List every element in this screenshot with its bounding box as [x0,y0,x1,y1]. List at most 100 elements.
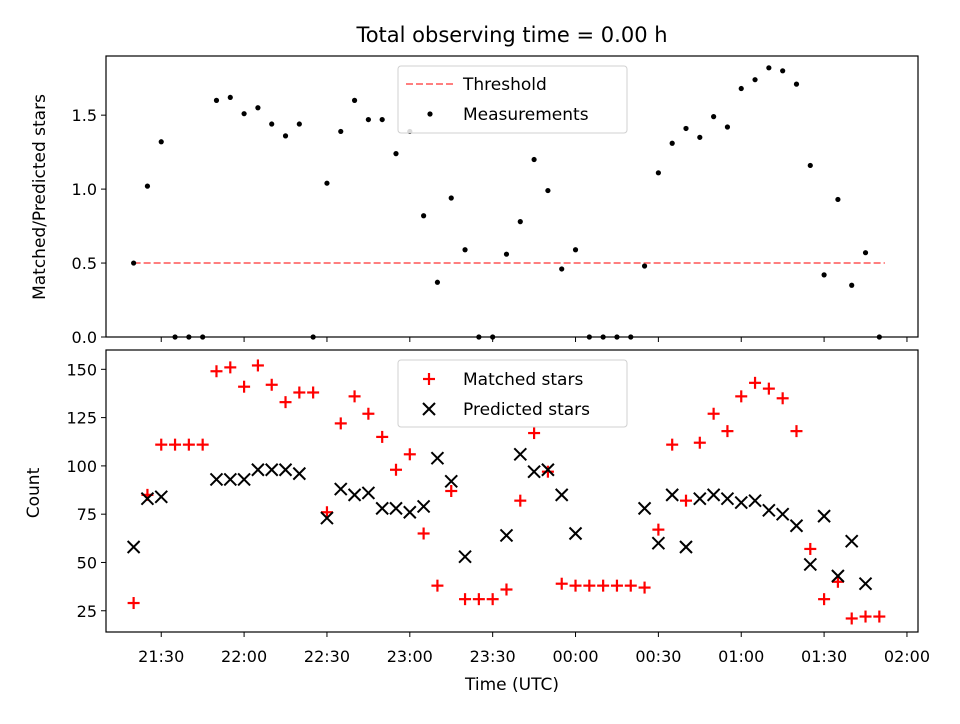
predicted-legend-label: Predicted stars [463,400,590,420]
matched-star-point [721,425,734,438]
predicted-star-point [251,463,265,477]
predicted-star-point [845,534,859,548]
matched-star-point [514,494,527,507]
predicted-star-point [237,472,251,487]
matched-star-point [610,579,623,592]
matched-star-point [749,376,762,389]
measurement-point [697,134,703,140]
measurement-point [282,133,289,139]
measurement-point [351,97,358,103]
predicted-star-point [775,507,790,521]
matched-star-point [196,438,209,451]
ratio-y-tick-label: 0.5 [72,254,97,273]
measurement-point [503,251,510,257]
time-x-tick-label: 22:00 [221,647,267,666]
matched-star-point [804,542,817,555]
measurement-point [572,247,579,253]
matched-star-point [279,396,292,409]
ratio-legend-box [397,65,628,134]
measurement-point [462,247,468,253]
matched-star-point [390,463,402,476]
count-legend: Matched stars Predicted stars [397,359,628,428]
predicted-star-point [541,463,555,477]
measurement-point [158,139,164,145]
measurements-legend-swatch [427,111,433,117]
count-y-tick-label: 25 [77,602,97,621]
measurement-point [849,282,855,288]
predicted-star-point [513,447,527,462]
matched-star-point [445,485,458,497]
predicted-star-point [637,501,652,516]
measurement-point [338,128,344,135]
measurement-point [379,116,385,123]
matched-star-point [348,390,361,403]
predicted-star-point [831,569,845,583]
ratio-y-tick-label: 1.0 [72,180,97,199]
measurement-point [393,151,399,157]
measurement-point [269,121,275,127]
predicted-star-point [458,549,472,564]
figure-title: Total observing time = 0.00 h [355,23,667,47]
measurement-point [559,266,565,272]
predicted-star-point [555,488,569,502]
matched-star-point [735,390,748,403]
measurement-point [835,196,841,203]
time-x-tick-label: 02:00 [884,647,930,666]
predicted-star-point [568,526,583,541]
predicted-star-point [444,474,458,489]
predicted-star-point [679,540,693,554]
predicted-star-point [320,511,334,525]
time-x-tick-label: 23:30 [470,647,516,666]
measurement-point [448,195,454,201]
matched-star-point [597,579,610,592]
matched-star-point [831,575,844,588]
predicted-star-point [416,499,431,514]
matched-star-point [251,359,264,372]
ratio-y-axis-label: Matched/Predicted stars [30,94,50,300]
matched-star-point [293,386,306,399]
time-x-tick-label: 00:00 [552,647,598,666]
matched-star-point [790,425,803,438]
time-x-tick-label: 23:00 [387,647,433,666]
matched-star-point [845,612,858,625]
matched-star-point [472,593,485,606]
measurement-point [324,180,330,186]
matched-star-point [693,436,706,449]
predicted-star-point [499,528,514,543]
measurement-point [724,124,731,130]
time-x-tick-label: 01:30 [801,647,847,666]
predicted-star-point [126,540,141,554]
count-y-tick-label: 75 [77,505,97,524]
matched-star-point [762,382,775,395]
predicted-star-point [334,482,348,496]
measurement-point [793,81,800,87]
matched-star-point [638,581,651,594]
predicted-star-point [278,463,293,477]
matched-star-point [776,392,789,405]
predicted-star-point [527,464,541,479]
time-x-tick-label: 21:30 [138,647,184,666]
matched-star-point [500,583,513,596]
ratio-panel: 0.0 0.5 1.0 1.5 Matched/Predicted stars Thr… [30,55,919,347]
measurement-point [655,170,661,176]
measurement-point [780,68,786,74]
predicted-star-point [389,501,403,516]
predicted-star-point [154,490,168,504]
predicted-star-point [361,486,376,500]
matched-star-point [459,593,472,606]
measurement-point [421,213,427,219]
matched-star-point [555,577,568,590]
count-panel-frame [105,349,919,633]
predicted-star-point [803,557,817,572]
predicted-legend-swatch [422,402,436,416]
matched-star-point [624,579,637,592]
matched-star-point [182,438,195,451]
matched-star-point [417,527,430,540]
matched-star-point [169,438,182,451]
count-y-axis-label: Count [24,467,44,518]
matched-star-point [127,597,140,610]
matched-star-point [652,523,665,536]
matched-star-point [707,407,720,420]
measurement-point [683,125,689,132]
matched-star-point [376,430,389,443]
